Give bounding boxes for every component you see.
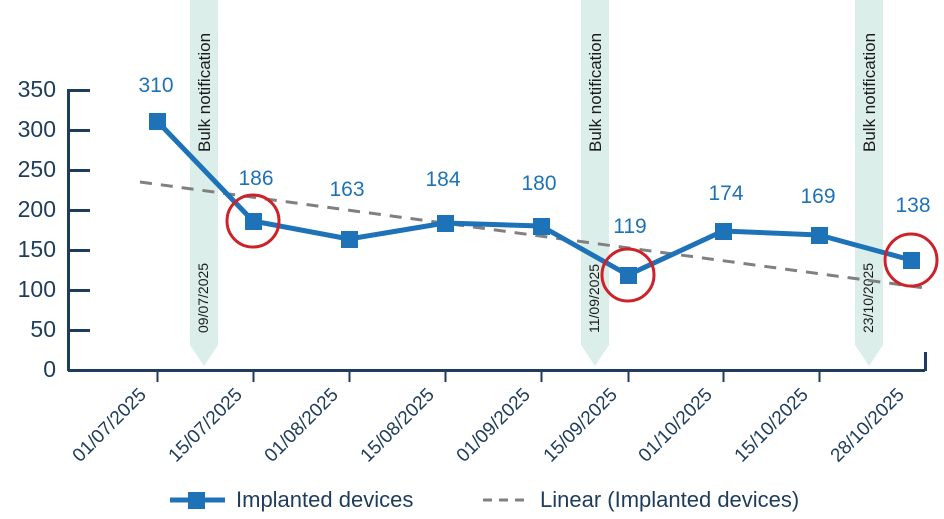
x-tick-label: 28/10/2025	[827, 384, 909, 466]
y-tick-label: 0	[43, 356, 56, 382]
legend-label-trendline[interactable]: Linear (Implanted devices)	[540, 487, 799, 512]
legend-marker-implanted	[188, 492, 205, 509]
data-label: 180	[521, 172, 556, 195]
x-tick-label: 01/07/2025	[69, 384, 151, 466]
data-point-marker	[903, 252, 920, 269]
x-tick-label: 15/08/2025	[357, 384, 439, 466]
x-axis	[68, 352, 927, 382]
data-point-marker	[341, 231, 358, 248]
data-value-labels: 310 186 163 184 180 119 174 169 138	[138, 74, 930, 238]
annotation-band-1: Bulk notification 09/07/2025	[190, 0, 218, 366]
y-tick-label: 50	[30, 316, 56, 342]
y-tick-label: 200	[18, 196, 56, 222]
y-tick-label: 250	[18, 156, 56, 182]
x-tick-label: 01/10/2025	[635, 384, 717, 466]
data-label: 163	[329, 178, 364, 201]
annotation-band-2-title: Bulk notification	[586, 33, 605, 152]
y-tick-label: 100	[18, 276, 56, 302]
annotation-band-2-date: 11/09/2025	[586, 264, 602, 333]
annotation-band-1-title: Bulk notification	[195, 33, 214, 152]
annotation-band-3-date: 23/10/2025	[860, 263, 876, 333]
data-label: 119	[613, 215, 646, 238]
data-point-marker	[811, 227, 828, 244]
y-tick-label: 350	[18, 76, 56, 102]
data-label: 174	[708, 182, 743, 205]
x-tick-label: 15/10/2025	[731, 384, 813, 466]
annotation-band-3-title: Bulk notification	[860, 33, 879, 152]
legend-label-implanted[interactable]: Implanted devices	[236, 487, 413, 512]
highlight-circle-group	[225, 193, 939, 303]
data-point-marker	[149, 113, 166, 130]
annotation-band-1-date: 09/07/2025	[195, 263, 211, 333]
y-axis	[67, 89, 90, 371]
chart-legend: Implanted devices Linear (Implanted devi…	[170, 487, 799, 512]
x-tick-label: 01/08/2025	[261, 384, 343, 466]
x-tick-label: 01/09/2025	[453, 384, 535, 466]
x-tick-labels: 01/07/2025 15/07/2025 01/08/2025 15/08/2…	[69, 384, 909, 466]
data-label: 184	[425, 168, 460, 191]
y-tick-label: 300	[18, 116, 56, 142]
implanted-devices-series	[149, 113, 920, 284]
data-point-marker	[715, 223, 732, 240]
y-tick-label: 150	[18, 236, 56, 262]
data-label: 186	[238, 167, 273, 190]
data-point-marker	[533, 218, 550, 235]
data-label: 138	[895, 194, 930, 217]
annotation-band-2: Bulk notification 11/09/2025	[581, 0, 609, 366]
data-label: 310	[138, 74, 173, 97]
x-tick-label: 15/09/2025	[540, 384, 622, 466]
annotation-band-group: Bulk notification 09/07/2025 Bulk notifi…	[190, 0, 883, 366]
trendline-series	[139, 180, 926, 290]
annotation-band-3: Bulk notification 23/10/2025	[855, 0, 883, 366]
highlight-circle	[600, 247, 656, 303]
data-label: 169	[800, 185, 835, 208]
data-point-marker	[620, 267, 637, 284]
data-point-marker	[437, 215, 454, 232]
highlight-circle	[225, 193, 281, 249]
x-tick-label: 15/07/2025	[165, 384, 247, 466]
data-point-marker	[245, 213, 262, 230]
highlight-circle	[883, 232, 939, 288]
y-tick-labels: 350 300 250 200 150 100 50 0	[18, 76, 56, 382]
